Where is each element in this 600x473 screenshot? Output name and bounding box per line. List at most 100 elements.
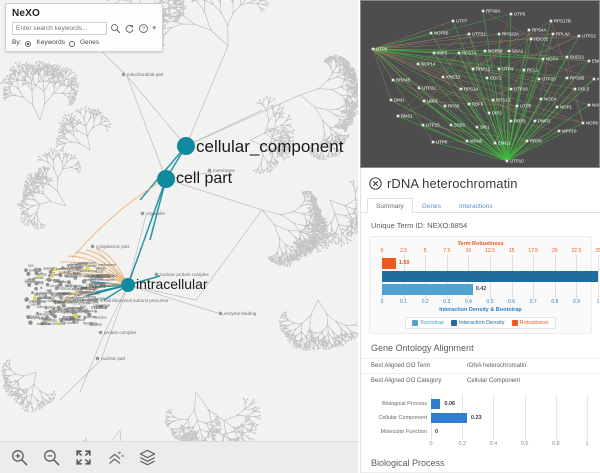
go-chart-category-label: Molecular Function xyxy=(380,429,427,435)
reset-icon[interactable] xyxy=(124,23,135,34)
go-category-chart: 0 0.2 0.4 0.6 0.8 1 Biological Process 0.06 Cell… xyxy=(369,394,592,452)
go-chart-bar-value: 0.06 xyxy=(444,401,456,407)
go-chart-bar xyxy=(431,399,441,409)
chart-bottom-tick: 0.7 xyxy=(529,299,537,305)
chart-top-tick: 12.5 xyxy=(485,248,495,254)
chart-bottom-axis-ticks: 0 0.1 0.2 0.3 0.4 0.5 0.6 0.7 0.8 0.9 1 xyxy=(376,299,600,306)
detail-tabs[interactable]: Summary Genes Interactions xyxy=(361,197,600,213)
chart-plot-area: 1.59 0.42 xyxy=(376,255,599,299)
chart-bottom-tick: 0 xyxy=(380,299,384,305)
go-chart-gridline xyxy=(524,394,526,440)
legend-label: Robustness xyxy=(519,320,549,326)
go-row: Best Aligned GO Term rDNA heterochromati… xyxy=(361,358,600,373)
legend-item: Bootstrap xyxy=(412,320,444,326)
chart-top-tick: 25 xyxy=(595,248,600,254)
go-chart-tick: 0.6 xyxy=(520,441,529,447)
chart-bar-value: 1.59 xyxy=(398,260,410,266)
search-icon[interactable] xyxy=(110,23,121,34)
go-chart-tick: 0.4 xyxy=(489,441,498,447)
go-chart-bar xyxy=(431,413,467,423)
chart-bottom-tick: 0.2 xyxy=(421,299,429,305)
search-panel[interactable]: NeXO ? ▾ By: Keywo xyxy=(5,3,163,52)
radio-label-genes[interactable]: Genes xyxy=(79,39,100,46)
gene-network-nodes xyxy=(371,9,596,163)
zoom-in-icon[interactable] xyxy=(10,448,29,467)
tab-interactions[interactable]: Interactions xyxy=(458,203,493,210)
go-row-value: rDNA heterochromatin xyxy=(467,363,527,369)
node-label-intracellular[interactable]: intracellular xyxy=(136,276,208,292)
chart-bottom-tick: 0.1 xyxy=(400,299,408,305)
chart-top-tick: 22.5 xyxy=(571,248,582,254)
app-title: NeXO xyxy=(12,8,41,19)
robustness-density-chart: Term Robustness 0 2.5 5 7.5 10 12.5 15 17.5 20 22… xyxy=(369,236,600,334)
gene-interaction-network-view[interactable]: UTP9 RPS8A UTP6 UTP7 RPS17B NOP56 UTP21 RPS22A R… xyxy=(360,0,600,168)
chart-top-tick: 2.5 xyxy=(400,248,408,254)
chevron-down-icon[interactable]: ▾ xyxy=(152,25,156,32)
go-chart-bar-value: 0 xyxy=(435,429,439,435)
go-chart-gridline xyxy=(493,394,495,440)
radio-label-keywords[interactable]: Keywords xyxy=(36,39,65,46)
chart-bar-bootstrap xyxy=(382,284,473,295)
chart-gridline xyxy=(598,255,599,299)
legend-swatch xyxy=(412,320,419,326)
chart-top-tick: 7.5 xyxy=(443,248,451,254)
go-alignment-title: Gene Ontology Alignment xyxy=(371,343,474,353)
radio-keywords[interactable] xyxy=(25,40,32,47)
go-chart-category-label: Cellular Component xyxy=(378,415,427,421)
chart-bar-interaction-density xyxy=(382,271,598,282)
go-chart-bar-value: 0.23 xyxy=(470,415,482,421)
fit-to-screen-icon[interactable] xyxy=(74,448,93,467)
go-row-key: Best Aligned GO Term xyxy=(371,363,431,369)
network-toolbar[interactable] xyxy=(0,441,358,473)
page-title: rDNA heterochromatin xyxy=(387,176,518,191)
chart-bottom-tick: 0.9 xyxy=(572,299,580,305)
go-row: Best Aligned GO Category Cellular Compon… xyxy=(361,373,600,388)
layers-icon[interactable] xyxy=(138,448,157,467)
search-input[interactable] xyxy=(12,22,108,35)
chart-top-tick: 20 xyxy=(552,248,558,254)
detail-header: rDNA heterochromatin xyxy=(361,168,600,195)
legend-item: Robustness xyxy=(511,320,549,326)
legend-swatch xyxy=(450,320,457,326)
chart-bottom-tick: 1 xyxy=(596,299,600,305)
help-icon[interactable]: ? xyxy=(138,23,149,34)
radio-genes[interactable] xyxy=(68,40,75,47)
collapse-network-icon[interactable] xyxy=(106,448,125,467)
close-circle-icon[interactable] xyxy=(369,177,382,190)
go-chart-tick: 0 xyxy=(429,441,433,447)
ontology-network-view[interactable]: mitochondrial part membrane protein comple… xyxy=(0,0,358,473)
go-row-key: Best Aligned GO Category xyxy=(371,378,442,384)
search-by-row: By: Keywords Genes xyxy=(12,39,156,47)
search-row: ? ▾ xyxy=(12,22,156,35)
chart-bar-robustness xyxy=(382,258,396,269)
legend-label: Bootstrap xyxy=(420,320,444,326)
chart-bar-value: 0.42 xyxy=(475,286,487,292)
tab-summary[interactable]: Summary xyxy=(367,198,413,213)
zoom-out-icon[interactable] xyxy=(42,448,61,467)
chart-bottom-tick: 0.8 xyxy=(551,299,559,305)
legend-item: Interaction Density xyxy=(450,320,505,326)
ontology-hub-nodes xyxy=(121,137,195,292)
chart-top-tick: 10 xyxy=(465,248,472,254)
chart-top-tick: 15 xyxy=(508,248,515,254)
chart-top-tick: 5 xyxy=(423,248,427,254)
term-detail-panel: rDNA heterochromatin Summary Genes Inter… xyxy=(360,168,600,473)
legend-swatch xyxy=(511,320,518,326)
gene-network-edges xyxy=(372,10,595,162)
chart-bottom-axis-title: Interaction Density & Bootstrap xyxy=(439,307,522,313)
chart-top-tick: 17.5 xyxy=(528,248,539,254)
go-chart-gridline xyxy=(555,394,557,440)
chart-top-axis-ticks: 0 2.5 5 7.5 10 12.5 15 17.5 20 22.5 25 xyxy=(376,248,600,255)
node-label-cell-part[interactable]: cell part xyxy=(176,170,233,187)
ontology-small-nodes xyxy=(0,0,358,473)
chart-bottom-tick: 0.5 xyxy=(486,299,494,305)
chart-bottom-tick: 0.4 xyxy=(464,299,472,305)
go-row-value: Cellular Component xyxy=(467,378,521,384)
go-chart-tick: 0.8 xyxy=(551,441,560,447)
tab-genes[interactable]: Genes xyxy=(421,203,441,210)
node-label-cellular-component[interactable]: cellular_component xyxy=(196,137,344,156)
